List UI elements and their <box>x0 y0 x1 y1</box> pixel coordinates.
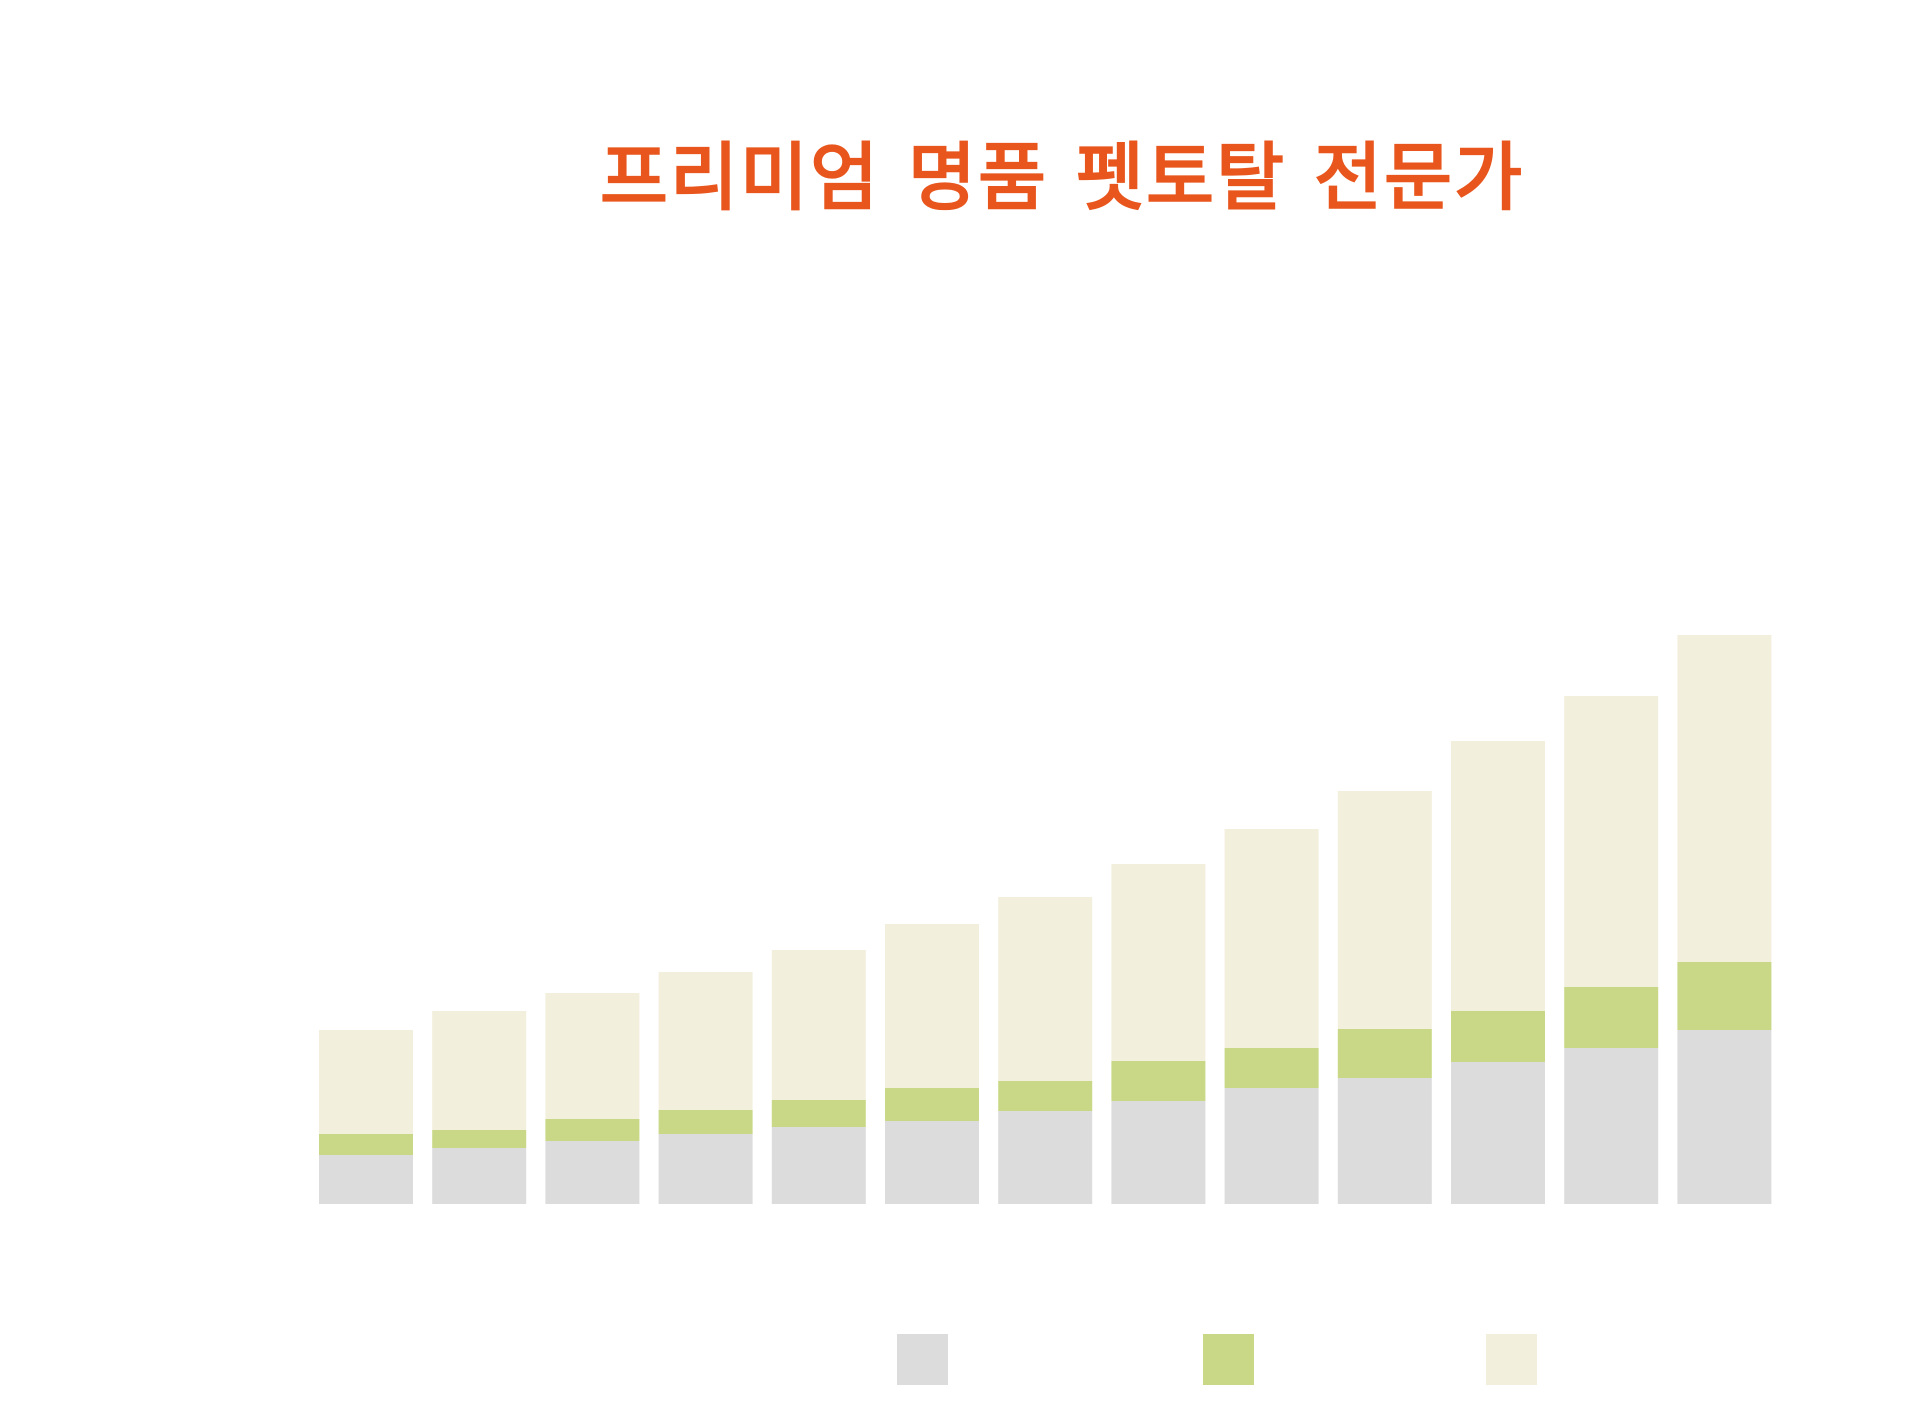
bar-1-segment-3 <box>319 1030 413 1134</box>
bars-group <box>319 635 1772 1204</box>
bar-5-segment-1 <box>771 1127 866 1204</box>
bar-2-segment-3 <box>432 1011 527 1130</box>
bar-11-segment-3 <box>1451 741 1545 1011</box>
bar-7-segment-3 <box>998 897 1093 1081</box>
legend-swatch-3 <box>1486 1334 1537 1385</box>
bar-9-segment-3 <box>1224 829 1319 1048</box>
bar-9-segment-2 <box>1224 1048 1319 1088</box>
bar-11-segment-1 <box>1451 1062 1545 1204</box>
bar-4-segment-3 <box>658 972 753 1110</box>
legend <box>897 1334 1537 1385</box>
bar-11-segment-2 <box>1451 1011 1545 1062</box>
bar-10-segment-1 <box>1337 1078 1432 1204</box>
bar-9-segment-1 <box>1224 1088 1319 1204</box>
chart-title: 프리미엄 명품 펫토탈 전문가 <box>599 135 1525 221</box>
bar-1-segment-1 <box>319 1155 413 1204</box>
bar-3-segment-1 <box>545 1141 640 1204</box>
bar-7-segment-2 <box>998 1081 1093 1111</box>
bar-6-segment-3 <box>885 924 979 1088</box>
bar-10-segment-2 <box>1337 1029 1432 1078</box>
bar-3-segment-2 <box>545 1119 640 1141</box>
bar-13-segment-3 <box>1677 635 1772 962</box>
legend-swatch-2 <box>1203 1334 1254 1385</box>
bar-4-segment-2 <box>658 1110 753 1134</box>
bar-12-segment-1 <box>1564 1048 1659 1204</box>
bar-6-segment-2 <box>885 1088 979 1121</box>
bar-5-segment-3 <box>771 950 866 1100</box>
bar-13-segment-2 <box>1677 962 1772 1030</box>
bar-3-segment-3 <box>545 993 640 1119</box>
bar-8-segment-2 <box>1111 1061 1206 1101</box>
bar-8-segment-1 <box>1111 1101 1206 1204</box>
legend-swatch-1 <box>897 1334 948 1385</box>
bar-12-segment-2 <box>1564 987 1659 1048</box>
bar-7-segment-1 <box>998 1111 1093 1204</box>
bar-12-segment-3 <box>1564 696 1659 987</box>
bar-5-segment-2 <box>771 1100 866 1127</box>
bar-2-segment-1 <box>432 1148 527 1204</box>
bar-6-segment-1 <box>885 1121 979 1204</box>
bar-8-segment-3 <box>1111 864 1206 1061</box>
bar-2-segment-2 <box>432 1130 527 1148</box>
bar-13-segment-1 <box>1677 1030 1772 1204</box>
bar-10-segment-3 <box>1337 791 1432 1029</box>
bar-4-segment-1 <box>658 1134 753 1204</box>
bar-1-segment-2 <box>319 1134 413 1155</box>
